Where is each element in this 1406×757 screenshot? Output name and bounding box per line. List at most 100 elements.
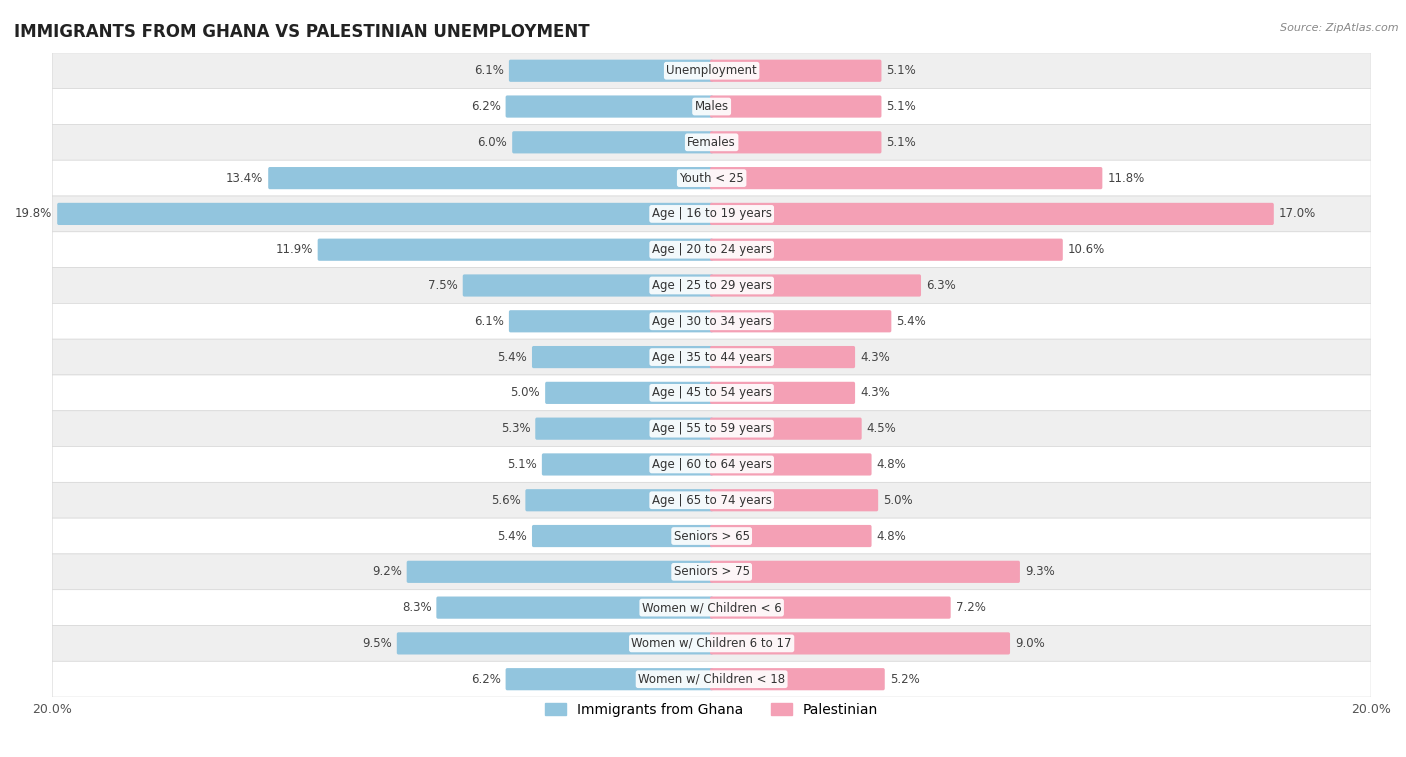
- Text: 5.6%: 5.6%: [491, 494, 520, 506]
- Text: 6.1%: 6.1%: [474, 64, 503, 77]
- FancyBboxPatch shape: [710, 489, 879, 511]
- Text: 5.0%: 5.0%: [883, 494, 912, 506]
- Text: Age | 25 to 29 years: Age | 25 to 29 years: [652, 279, 772, 292]
- Text: 5.0%: 5.0%: [510, 386, 540, 400]
- FancyBboxPatch shape: [52, 625, 1371, 662]
- Text: 11.8%: 11.8%: [1108, 172, 1144, 185]
- FancyBboxPatch shape: [52, 411, 1371, 447]
- Text: 9.5%: 9.5%: [363, 637, 392, 650]
- Text: 5.1%: 5.1%: [508, 458, 537, 471]
- FancyBboxPatch shape: [52, 196, 1371, 232]
- FancyBboxPatch shape: [52, 339, 1371, 375]
- FancyBboxPatch shape: [710, 525, 872, 547]
- Text: Age | 20 to 24 years: Age | 20 to 24 years: [652, 243, 772, 256]
- FancyBboxPatch shape: [52, 482, 1371, 518]
- FancyBboxPatch shape: [52, 375, 1371, 411]
- FancyBboxPatch shape: [509, 310, 713, 332]
- FancyBboxPatch shape: [52, 267, 1371, 304]
- FancyBboxPatch shape: [52, 53, 1371, 89]
- Text: 9.3%: 9.3%: [1025, 565, 1054, 578]
- Text: 5.4%: 5.4%: [498, 350, 527, 363]
- Text: 7.5%: 7.5%: [427, 279, 458, 292]
- FancyBboxPatch shape: [710, 131, 882, 154]
- Text: Seniors > 65: Seniors > 65: [673, 530, 749, 543]
- Text: 4.3%: 4.3%: [860, 386, 890, 400]
- FancyBboxPatch shape: [52, 447, 1371, 482]
- FancyBboxPatch shape: [463, 274, 713, 297]
- Text: Women w/ Children < 6: Women w/ Children < 6: [641, 601, 782, 614]
- Text: Age | 65 to 74 years: Age | 65 to 74 years: [652, 494, 772, 506]
- Text: Age | 45 to 54 years: Age | 45 to 54 years: [652, 386, 772, 400]
- Text: 9.0%: 9.0%: [1015, 637, 1045, 650]
- FancyBboxPatch shape: [526, 489, 713, 511]
- FancyBboxPatch shape: [52, 554, 1371, 590]
- Text: Females: Females: [688, 136, 735, 149]
- Text: IMMIGRANTS FROM GHANA VS PALESTINIAN UNEMPLOYMENT: IMMIGRANTS FROM GHANA VS PALESTINIAN UNE…: [14, 23, 589, 41]
- Text: Age | 55 to 59 years: Age | 55 to 59 years: [652, 422, 772, 435]
- Text: 5.3%: 5.3%: [501, 422, 530, 435]
- Text: 6.1%: 6.1%: [474, 315, 503, 328]
- Legend: Immigrants from Ghana, Palestinian: Immigrants from Ghana, Palestinian: [540, 697, 884, 722]
- Text: 5.1%: 5.1%: [886, 136, 917, 149]
- FancyBboxPatch shape: [536, 418, 713, 440]
- FancyBboxPatch shape: [531, 525, 713, 547]
- Text: 5.4%: 5.4%: [896, 315, 927, 328]
- FancyBboxPatch shape: [710, 238, 1063, 261]
- Text: 7.2%: 7.2%: [956, 601, 986, 614]
- Text: 11.9%: 11.9%: [276, 243, 312, 256]
- FancyBboxPatch shape: [710, 274, 921, 297]
- Text: Age | 16 to 19 years: Age | 16 to 19 years: [651, 207, 772, 220]
- FancyBboxPatch shape: [52, 304, 1371, 339]
- FancyBboxPatch shape: [710, 453, 872, 475]
- Text: 4.8%: 4.8%: [876, 458, 907, 471]
- FancyBboxPatch shape: [512, 131, 713, 154]
- Text: 10.6%: 10.6%: [1067, 243, 1105, 256]
- FancyBboxPatch shape: [52, 89, 1371, 124]
- FancyBboxPatch shape: [436, 597, 713, 618]
- FancyBboxPatch shape: [710, 561, 1019, 583]
- FancyBboxPatch shape: [52, 662, 1371, 697]
- FancyBboxPatch shape: [52, 160, 1371, 196]
- Text: Age | 30 to 34 years: Age | 30 to 34 years: [652, 315, 772, 328]
- FancyBboxPatch shape: [52, 518, 1371, 554]
- Text: Males: Males: [695, 100, 728, 113]
- Text: 6.2%: 6.2%: [471, 673, 501, 686]
- FancyBboxPatch shape: [710, 203, 1274, 225]
- FancyBboxPatch shape: [710, 167, 1102, 189]
- FancyBboxPatch shape: [396, 632, 713, 655]
- FancyBboxPatch shape: [531, 346, 713, 368]
- Text: 5.1%: 5.1%: [886, 100, 917, 113]
- FancyBboxPatch shape: [318, 238, 713, 261]
- Text: 4.8%: 4.8%: [876, 530, 907, 543]
- FancyBboxPatch shape: [710, 95, 882, 117]
- FancyBboxPatch shape: [710, 668, 884, 690]
- Text: 6.0%: 6.0%: [478, 136, 508, 149]
- FancyBboxPatch shape: [710, 418, 862, 440]
- Text: 6.3%: 6.3%: [927, 279, 956, 292]
- FancyBboxPatch shape: [506, 668, 713, 690]
- FancyBboxPatch shape: [710, 346, 855, 368]
- Text: Source: ZipAtlas.com: Source: ZipAtlas.com: [1281, 23, 1399, 33]
- FancyBboxPatch shape: [710, 382, 855, 404]
- Text: Age | 60 to 64 years: Age | 60 to 64 years: [652, 458, 772, 471]
- Text: 5.4%: 5.4%: [498, 530, 527, 543]
- Text: 4.5%: 4.5%: [866, 422, 897, 435]
- Text: 13.4%: 13.4%: [226, 172, 263, 185]
- Text: 19.8%: 19.8%: [15, 207, 52, 220]
- Text: Women w/ Children < 18: Women w/ Children < 18: [638, 673, 785, 686]
- FancyBboxPatch shape: [406, 561, 713, 583]
- Text: 17.0%: 17.0%: [1278, 207, 1316, 220]
- FancyBboxPatch shape: [58, 203, 713, 225]
- Text: Youth < 25: Youth < 25: [679, 172, 744, 185]
- FancyBboxPatch shape: [52, 590, 1371, 625]
- Text: 4.3%: 4.3%: [860, 350, 890, 363]
- FancyBboxPatch shape: [506, 95, 713, 117]
- Text: Women w/ Children 6 to 17: Women w/ Children 6 to 17: [631, 637, 792, 650]
- Text: 5.1%: 5.1%: [886, 64, 917, 77]
- FancyBboxPatch shape: [269, 167, 713, 189]
- FancyBboxPatch shape: [52, 124, 1371, 160]
- FancyBboxPatch shape: [52, 232, 1371, 267]
- Text: Seniors > 75: Seniors > 75: [673, 565, 749, 578]
- FancyBboxPatch shape: [546, 382, 713, 404]
- FancyBboxPatch shape: [710, 632, 1010, 655]
